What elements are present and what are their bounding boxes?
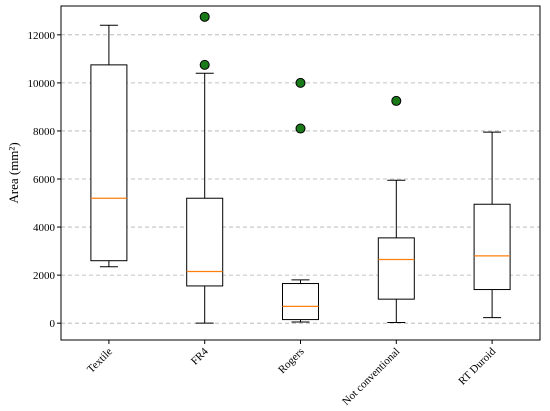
iqr-box (282, 283, 319, 321)
y-tick-label: 4000 (33, 222, 56, 234)
y-tick-label: 0 (50, 318, 56, 330)
iqr-box (186, 197, 224, 287)
x-tick-label: Rogers (276, 346, 307, 377)
x-tick-label: FR4 (189, 345, 211, 367)
y-axis: 0 2000 4000 6000 8000 10000 12000 (28, 30, 61, 330)
iqr-box (377, 237, 415, 300)
iqr-box (473, 203, 511, 291)
box-rogers (282, 77, 319, 323)
y-tick-label: 2000 (33, 270, 56, 282)
outlier-point (391, 95, 402, 106)
outlier-point (295, 123, 306, 134)
iqr-box (90, 64, 128, 262)
y-axis-label: Area (mm²) (6, 142, 21, 203)
outlier-point (199, 11, 210, 22)
x-axis: Textile FR4 Rogers Not conventional RT Duroi… (85, 340, 499, 408)
box-not-conventional (377, 95, 415, 323)
box-textile (90, 24, 128, 268)
outlier-point (199, 59, 210, 70)
x-tick-label: RT Duroid (456, 345, 498, 387)
y-tick-label: 12000 (28, 30, 56, 42)
y-tick-label: 8000 (33, 126, 56, 138)
box-rt-duroid (473, 131, 511, 319)
box-fr4 (186, 11, 224, 324)
box-series (90, 11, 511, 324)
x-tick-label: Not conventional (340, 346, 402, 408)
x-tick-label: Textile (85, 346, 115, 376)
y-tick-label: 6000 (33, 174, 56, 186)
outlier-point (295, 77, 306, 88)
y-tick-label: 10000 (28, 78, 56, 90)
